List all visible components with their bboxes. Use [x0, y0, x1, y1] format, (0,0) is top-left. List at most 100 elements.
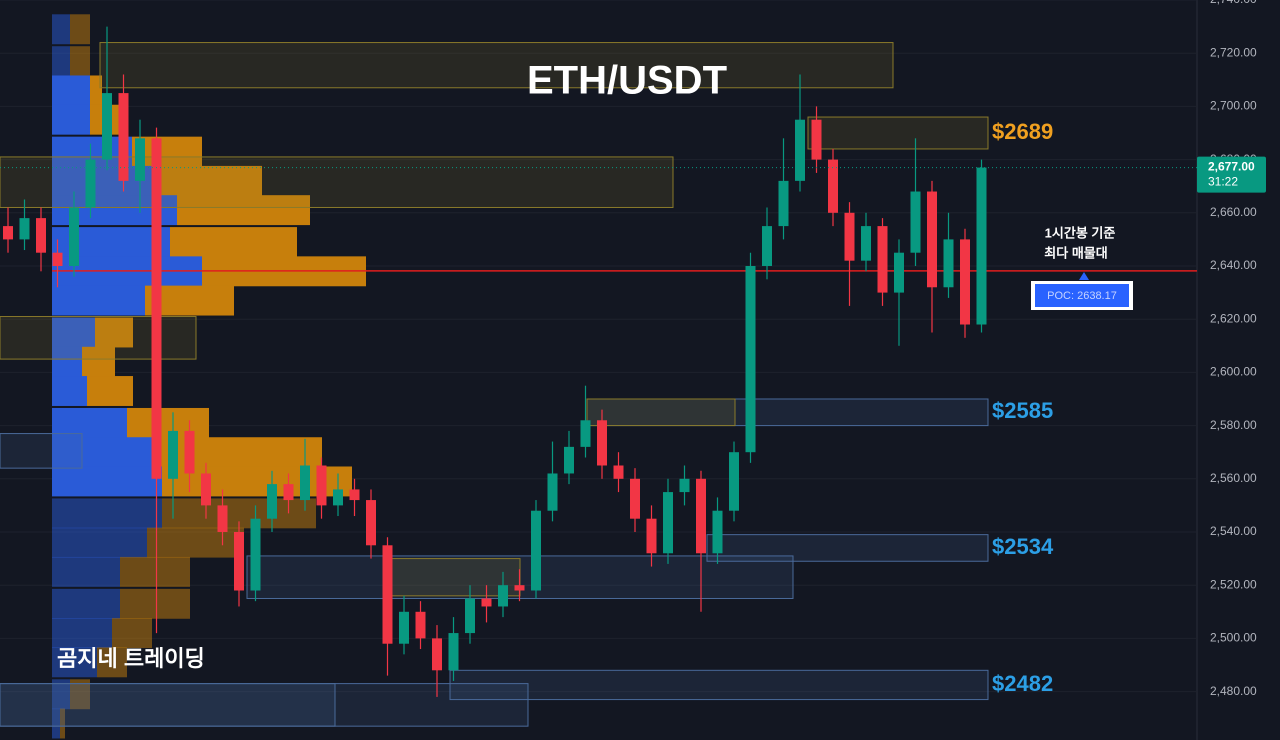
candle-body	[234, 531, 244, 591]
candle-body	[481, 598, 492, 607]
candle-body	[861, 226, 871, 261]
candle-body	[316, 465, 327, 506]
zone	[807, 116, 989, 150]
zone	[99, 42, 894, 89]
candle-body	[283, 484, 294, 501]
y-tick-label: 2,560.00	[1210, 471, 1257, 485]
candle-body	[762, 226, 772, 266]
zone-label: $2482	[992, 671, 1053, 696]
price-tag-label: 2,677.00	[1208, 160, 1255, 174]
candle-body	[19, 218, 30, 240]
profile-sell	[97, 647, 127, 678]
y-tick-label: 2,580.00	[1210, 418, 1257, 432]
profile-buy	[52, 588, 120, 619]
profile-sell	[60, 708, 65, 739]
profile-sell	[120, 588, 190, 619]
candle-body	[580, 420, 591, 447]
zone	[706, 534, 989, 562]
watermark: 곰지네 트레이딩	[57, 646, 205, 671]
candle-body	[960, 239, 970, 325]
candle-body	[448, 633, 459, 671]
y-tick-label: 2,540.00	[1210, 524, 1257, 538]
candle-body	[382, 545, 393, 644]
zone	[0, 156, 674, 208]
price-tag	[1197, 156, 1266, 193]
profile-buy	[52, 376, 87, 406]
countdown: 31:22	[1208, 175, 1238, 189]
candle-body	[432, 638, 442, 671]
candle-body	[531, 510, 541, 591]
profile-sell	[120, 556, 190, 587]
candle-body	[85, 159, 96, 208]
profile-buy	[52, 618, 112, 649]
profile-buy	[52, 285, 145, 316]
candle-body	[36, 218, 46, 253]
candle-body	[613, 465, 624, 479]
candle-body	[184, 430, 195, 474]
profile-buy	[52, 46, 70, 77]
candle-body	[217, 505, 228, 532]
candle-body	[745, 265, 756, 453]
candle-body	[118, 93, 129, 181]
candle-body	[927, 191, 937, 288]
y-tick-label: 2,640.00	[1210, 258, 1257, 272]
zone	[0, 316, 197, 360]
profile-buy	[52, 317, 95, 348]
candle-body	[894, 252, 904, 293]
profile-sell	[70, 679, 90, 710]
profile-buy	[52, 708, 60, 739]
profile-buy	[52, 556, 120, 587]
poc-note: 최다 매물대	[1044, 245, 1107, 260]
candle-body	[828, 159, 838, 213]
zone	[586, 398, 989, 427]
candle-body	[778, 180, 789, 227]
candle-body	[366, 500, 376, 546]
poc-label: POC: 2638.17	[1047, 290, 1117, 302]
profile-sell	[70, 14, 90, 45]
profile-sell	[90, 75, 102, 106]
candle-body	[349, 489, 360, 501]
candle-body	[102, 93, 112, 160]
zone-label: $2534	[992, 534, 1054, 559]
zone	[0, 683, 529, 727]
y-tick-label: 2,600.00	[1210, 365, 1257, 379]
profile-sell	[177, 195, 310, 226]
profile-buy	[52, 407, 127, 438]
poc-box-inner	[1035, 284, 1129, 307]
zone-label: $2585	[992, 398, 1053, 423]
profile-buy	[52, 679, 70, 710]
profile-buy	[52, 527, 147, 558]
candle-body	[564, 446, 574, 474]
candle-body	[267, 484, 277, 519]
candle-body	[333, 489, 343, 506]
y-tick-label: 2,500.00	[1210, 631, 1257, 645]
profile-sell	[70, 46, 90, 77]
profile-buy	[52, 14, 70, 45]
candle-body	[498, 585, 508, 607]
y-tick-label: 2,740.00	[1210, 0, 1257, 6]
profile-sell	[157, 165, 262, 196]
candle-body	[910, 191, 921, 253]
profile-buy	[52, 437, 152, 468]
y-tick-label: 2,660.00	[1210, 205, 1257, 219]
candle-body	[811, 119, 822, 160]
zone	[0, 683, 336, 727]
profile-buy	[52, 75, 90, 106]
profile-sell	[82, 346, 115, 377]
candle-body	[135, 138, 145, 181]
candle-body	[943, 239, 954, 288]
profile-buy	[52, 104, 90, 135]
y-tick-label: 2,520.00	[1210, 577, 1257, 591]
candle-body	[630, 478, 640, 519]
candle-body	[712, 510, 723, 554]
y-tick-label: 2,720.00	[1210, 45, 1257, 59]
candle-body	[201, 473, 211, 506]
y-tick-label: 2,700.00	[1210, 99, 1257, 113]
candle-body	[250, 518, 261, 591]
profile-buy	[52, 647, 97, 678]
poc-pointer	[1079, 272, 1089, 280]
candle-body	[465, 598, 475, 634]
candle-body	[877, 226, 888, 293]
candle-body	[168, 430, 178, 479]
